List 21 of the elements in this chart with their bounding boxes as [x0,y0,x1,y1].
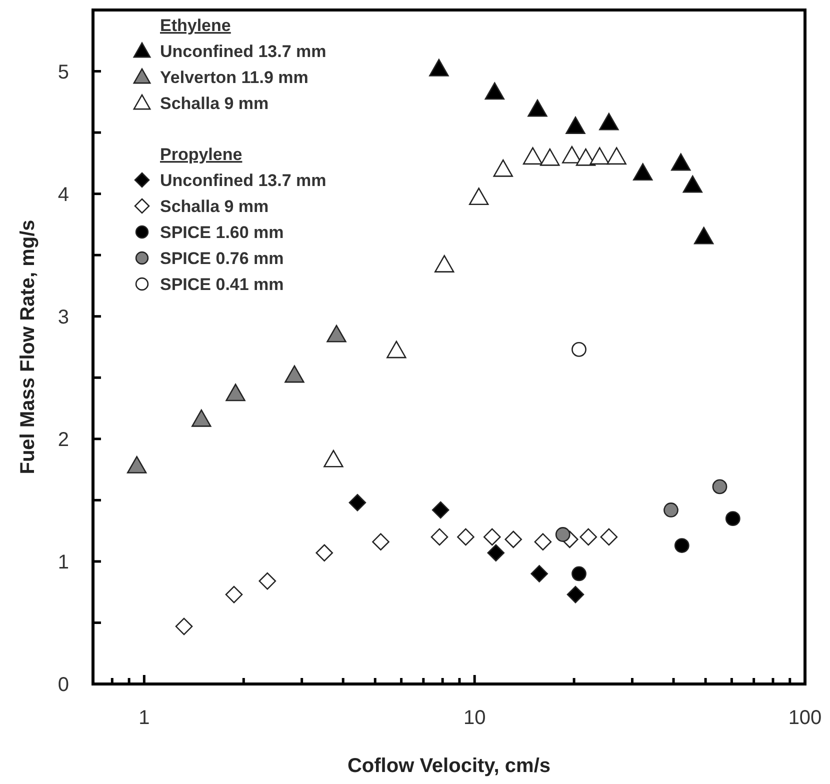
legend-label: SPICE 0.41 mm [160,275,284,294]
legend-label: Schalla 9 mm [160,197,269,216]
legend-label: SPICE 1.60 mm [160,223,284,242]
legend-label: Unconfined 13.7 mm [160,171,326,190]
annotation: Propylene [160,145,242,164]
y-tick-label: 2 [58,428,69,451]
y-tick-label: 5 [58,61,69,84]
y-tick-label: 1 [58,551,69,574]
x-tick-label: 10 [463,707,486,729]
x-axis-title: Coflow Velocity, cm/s [347,755,551,777]
x-tick-label: 1 [138,707,150,729]
legend-label: Yelverton 11.9 mm [160,68,308,87]
legend-label: Schalla 9 mm [160,94,269,113]
x-tick-label: 100 [788,707,822,729]
legend-label: Unconfined 13.7 mm [160,42,326,61]
y-tick-label: 0 [58,674,69,696]
y-axis-title: Fuel Mass Flow Rate, mg/s [17,220,39,474]
legend-label: SPICE 0.76 mm [160,249,284,268]
annotation: Ethylene [160,16,231,35]
y-tick-label: 3 [58,306,69,328]
y-tick-label: 4 [58,184,69,206]
